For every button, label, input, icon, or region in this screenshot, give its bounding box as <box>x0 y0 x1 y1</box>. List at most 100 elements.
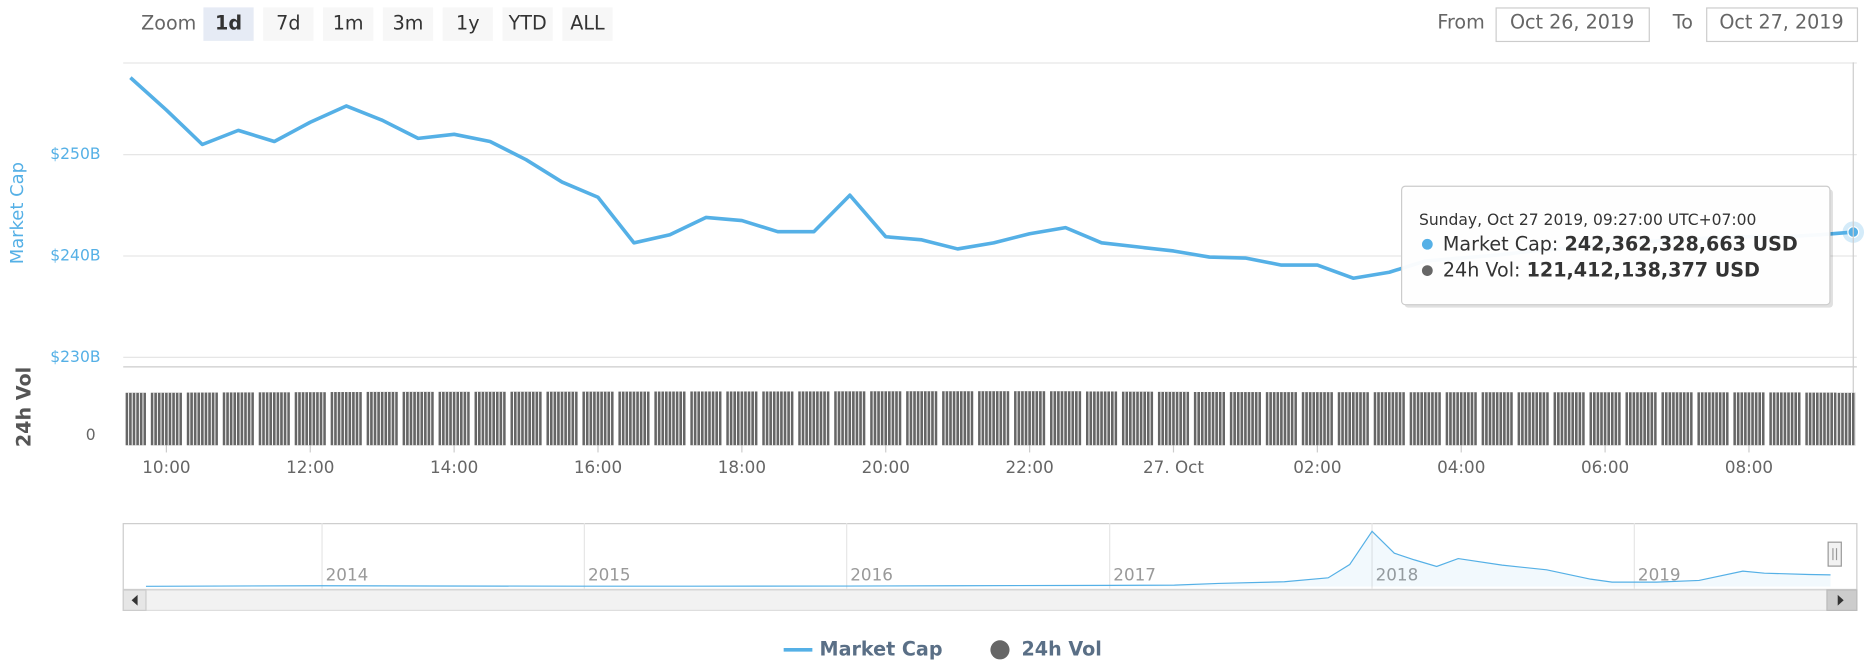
zoom-button-label[interactable]: 1m <box>333 12 364 35</box>
zoom-button[interactable] <box>562 7 613 41</box>
from-input[interactable] <box>1495 7 1650 43</box>
bar-fill <box>726 391 758 446</box>
from-label: From <box>1437 10 1484 33</box>
bar-fill <box>1121 391 1154 446</box>
x-tick-label: 10:00 <box>142 457 190 477</box>
bar-fill <box>1769 392 1801 446</box>
bar-fill <box>1517 392 1549 446</box>
volume-bar <box>366 391 398 446</box>
y-tick-label: $230B <box>50 348 100 366</box>
bar-fill <box>978 391 1010 446</box>
bar-fill <box>1625 392 1657 446</box>
navigator-line <box>145 530 1831 587</box>
volume-bar <box>222 392 254 446</box>
volume-bar <box>474 391 506 446</box>
volume-bar <box>582 391 614 446</box>
bar-fill <box>1085 391 1118 446</box>
bar-fill <box>798 391 830 446</box>
volume-bar <box>1050 391 1082 446</box>
bar-fill <box>1229 392 1261 446</box>
zoom-button-label[interactable]: 1y <box>456 12 479 35</box>
zoom-button[interactable] <box>502 7 553 41</box>
y-tick-label: $240B <box>50 247 100 265</box>
bar-fill <box>1553 392 1585 446</box>
tooltip-dot <box>1421 265 1433 276</box>
volume-bar <box>510 391 542 446</box>
volume-bar <box>294 392 326 446</box>
x-tick-label: 12:00 <box>286 457 334 477</box>
volume-bar <box>798 391 830 446</box>
zoom-button[interactable] <box>442 7 493 41</box>
navigator-handle[interactable] <box>1827 541 1842 567</box>
bar-fill <box>1445 392 1477 446</box>
zoom-label: Zoom <box>141 12 196 35</box>
bar-fill <box>834 391 866 446</box>
bar-fill <box>1014 391 1046 446</box>
volume-bar <box>870 391 902 446</box>
tooltip-value: 242,362,328,663 USD <box>1564 232 1797 255</box>
volume-bar <box>1661 392 1693 446</box>
zoom-button[interactable] <box>382 7 434 41</box>
volume-bar <box>618 391 650 446</box>
volume-bar <box>834 391 866 446</box>
zoom-button-label[interactable]: 7d <box>276 12 300 35</box>
scroll-right-arrow <box>1837 594 1844 606</box>
to-value[interactable]: Oct 27, 2019 <box>1719 10 1843 33</box>
bar-fill <box>870 391 902 446</box>
legend-label[interactable]: Market Cap <box>820 637 943 660</box>
volume-bar <box>1805 392 1837 446</box>
legend-dot <box>990 640 1010 660</box>
bar-fill <box>474 391 506 446</box>
navigator-tick-label: 2016 <box>850 565 893 585</box>
x-tick-label: 27. Oct <box>1143 457 1204 477</box>
x-tick-label: 20:00 <box>862 457 910 477</box>
bar-fill <box>1805 392 1837 446</box>
volume-bar <box>1553 392 1585 446</box>
volume-bar <box>1837 392 1856 446</box>
legend-label[interactable]: 24h Vol <box>1022 637 1102 660</box>
to-input[interactable] <box>1706 7 1859 43</box>
navigator-tick-label: 2019 <box>1638 565 1681 585</box>
volume-bar <box>186 392 218 446</box>
bar-fill <box>366 391 398 446</box>
volume-bar <box>942 391 974 446</box>
zoom-button-label[interactable]: 3m <box>393 12 424 35</box>
volume-bar <box>1265 392 1297 446</box>
from-value[interactable]: Oct 26, 2019 <box>1510 10 1634 33</box>
y-axis-title: 24h Vol <box>13 367 36 447</box>
zoom-button[interactable] <box>203 7 254 41</box>
bar-fill <box>546 391 578 446</box>
volume-bar <box>1229 392 1261 446</box>
bar-fill <box>1265 392 1297 446</box>
tooltip-value: 121,412,138,377 USD <box>1527 258 1760 281</box>
zoom-button[interactable] <box>263 7 314 41</box>
navigator-tick-label: 2015 <box>588 565 631 585</box>
volume-bar <box>1733 392 1765 446</box>
zoom-button-label[interactable]: YTD <box>508 12 547 35</box>
scrollbar[interactable] <box>122 589 1858 611</box>
bar-fill <box>222 392 254 446</box>
volume-bar <box>330 392 362 446</box>
volume-bar <box>762 391 794 446</box>
volume-bar <box>1769 392 1801 446</box>
volume-bar <box>1445 392 1477 446</box>
bar-fill <box>438 391 470 446</box>
volume-bar <box>546 391 578 446</box>
volume-bar <box>438 391 470 446</box>
x-tick-label: 04:00 <box>1437 457 1485 477</box>
bar-fill <box>402 391 434 446</box>
bar-fill <box>1193 391 1226 446</box>
bar-fill <box>1481 392 1513 446</box>
zoom-button-label[interactable]: ALL <box>570 12 605 35</box>
zoom-button[interactable] <box>323 7 374 41</box>
volume-bar <box>1085 391 1118 446</box>
zoom-button-label[interactable]: 1d <box>215 12 242 35</box>
x-tick-label: 14:00 <box>430 457 478 477</box>
tooltip-title: Sunday, Oct 27 2019, 09:27:00 UTC+07:00 <box>1419 211 1756 229</box>
volume-bar <box>402 391 434 446</box>
bar-fill <box>258 392 290 446</box>
bar-fill <box>294 392 326 446</box>
tooltip-row: Market Cap: 242,362,328,663 USD <box>1443 232 1798 255</box>
volume-bar <box>1697 392 1729 446</box>
